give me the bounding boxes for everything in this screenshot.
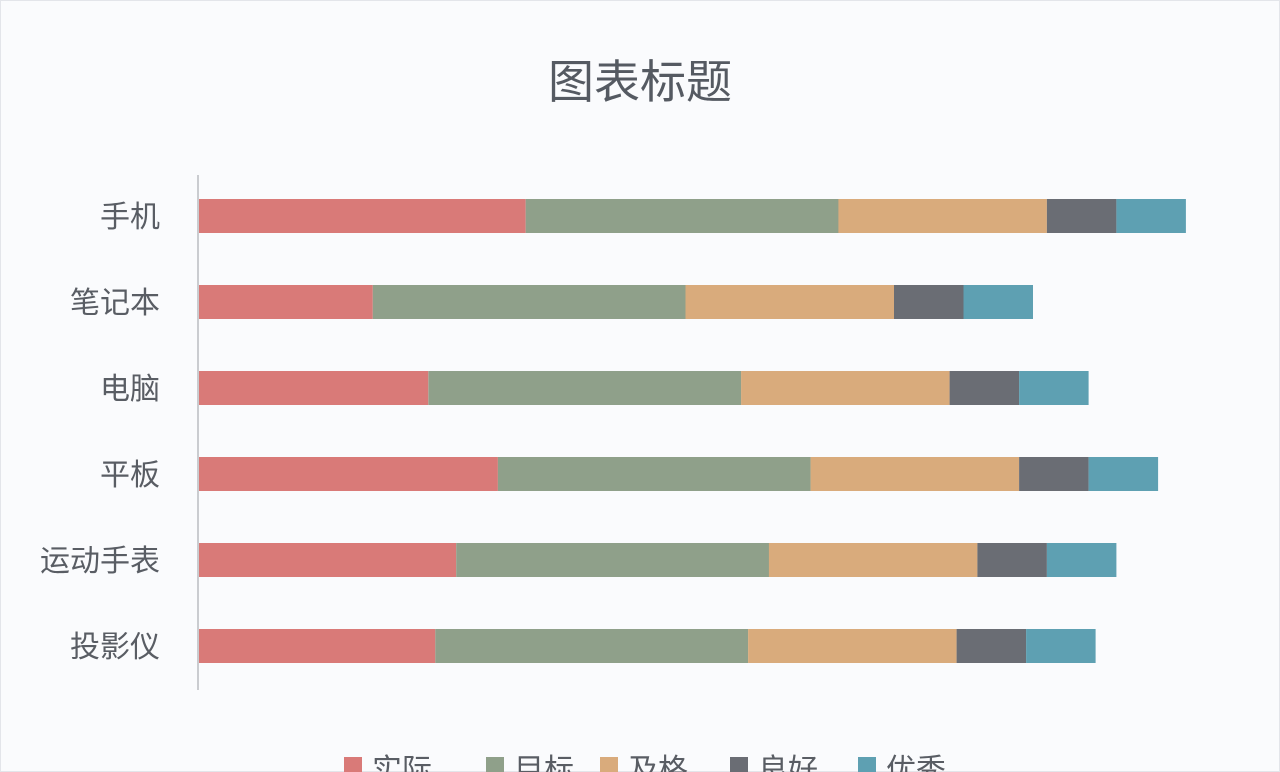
bar-segment-5-4: [1026, 629, 1096, 663]
bar-segment-2-3: [949, 371, 1020, 405]
category-label-2: 电脑: [100, 372, 160, 407]
bar-segment-0-3: [1046, 199, 1117, 233]
legend-swatch-1: [486, 757, 504, 772]
category-label-5: 投影仪: [70, 630, 160, 665]
bar-segment-2-2: [741, 371, 950, 405]
legend-swatch-4: [858, 757, 876, 772]
legend-label-0: 实际: [372, 753, 432, 772]
bar-segment-3-4: [1088, 457, 1159, 491]
legend-label-4: 优秀: [886, 753, 946, 772]
bar-segment-3-3: [1019, 457, 1089, 491]
bar-segment-1-3: [894, 285, 964, 319]
bar-segment-2-4: [1019, 371, 1089, 405]
bar-segment-2-0: [199, 371, 429, 405]
legend-label-3: 良好: [758, 753, 818, 772]
bar-segment-0-2: [838, 199, 1047, 233]
bar-segment-2-1: [428, 371, 742, 405]
bar-segment-5-0: [199, 629, 436, 663]
bar-segment-3-1: [497, 457, 811, 491]
bar-segment-4-0: [199, 543, 457, 577]
legend-label-1: 目标: [514, 753, 574, 772]
chart-title: 图表标题: [548, 55, 732, 109]
bar-segment-5-1: [435, 629, 749, 663]
bar-segment-3-0: [199, 457, 498, 491]
bar-segment-1-4: [963, 285, 1033, 319]
legend-swatch-0: [344, 757, 362, 772]
bar-segment-4-2: [768, 543, 978, 577]
category-label-3: 平板: [100, 458, 160, 493]
legend-swatch-2: [600, 757, 618, 772]
bar-segment-0-1: [525, 199, 839, 233]
bar-segment-0-4: [1116, 199, 1186, 233]
bar-segment-1-2: [685, 285, 894, 319]
bar-segment-4-1: [456, 543, 769, 577]
category-label-4: 运动手表: [40, 544, 160, 579]
legend-swatch-3: [730, 757, 748, 772]
bar-segment-4-4: [1046, 543, 1117, 577]
bar-segment-4-3: [977, 543, 1047, 577]
bar-segment-5-3: [956, 629, 1027, 663]
legend-label-2: 及格: [628, 753, 688, 772]
bar-segment-5-2: [748, 629, 957, 663]
bar-segment-0-0: [199, 199, 526, 233]
category-label-1: 笔记本: [70, 286, 160, 321]
bars-group: [199, 199, 1186, 663]
legend: 实际 目标 及格 良好 优秀: [344, 753, 946, 772]
bar-segment-1-0: [199, 285, 373, 319]
bar-segment-1-1: [372, 285, 686, 319]
category-label-0: 手机: [100, 200, 160, 235]
bar-segment-3-2: [810, 457, 1020, 491]
